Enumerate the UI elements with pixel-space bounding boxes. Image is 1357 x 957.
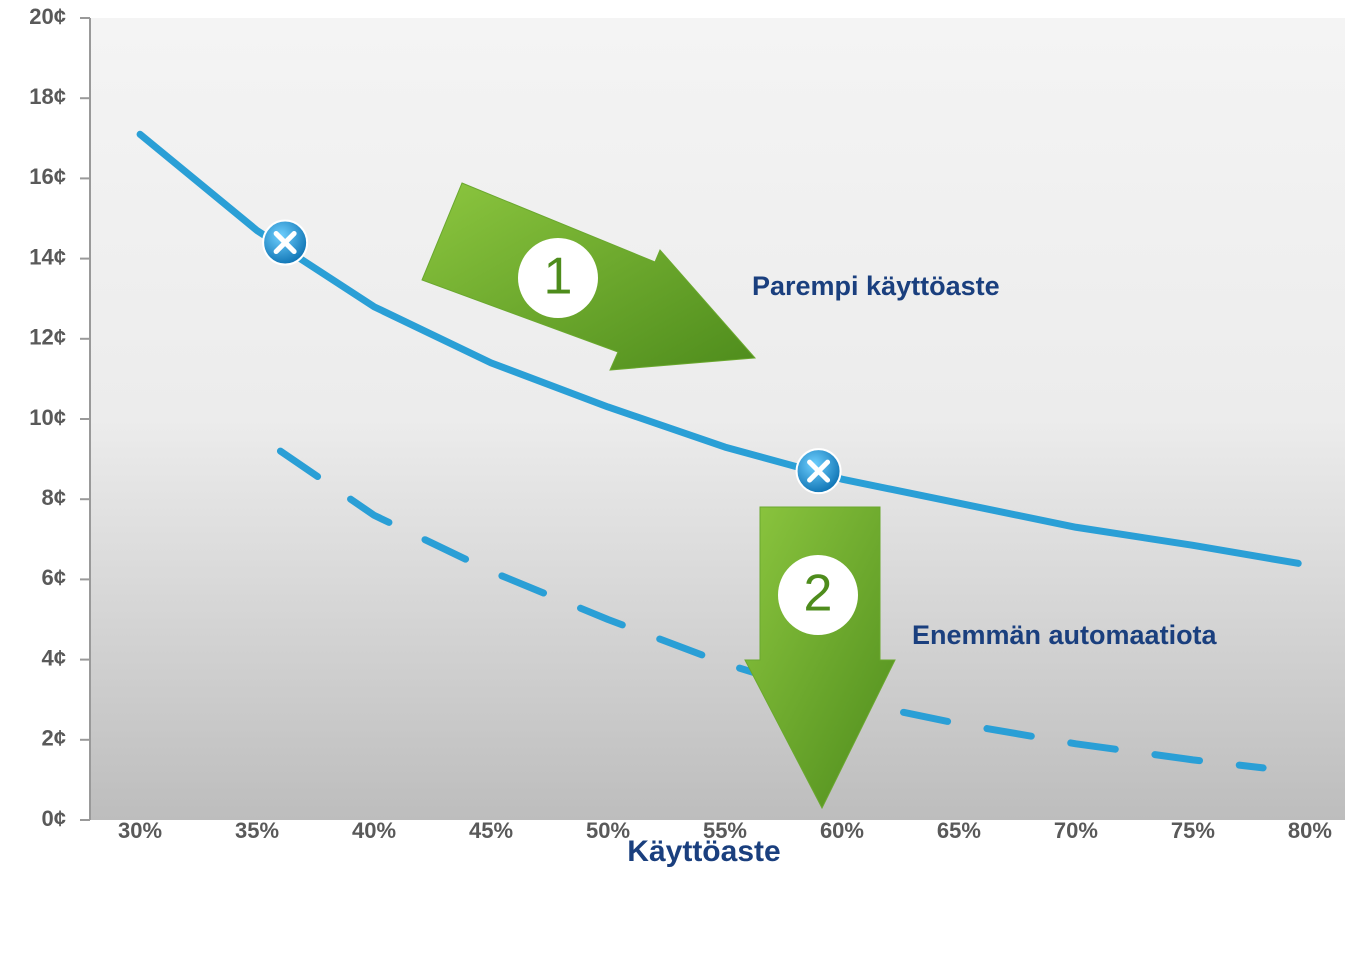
- annotation: Enemmän automaatiota: [912, 620, 1218, 650]
- x-tick-label: 35%: [235, 818, 279, 843]
- page: 0¢ 2¢ 4¢ 6¢ 8¢ 10¢ 12¢ 14¢ 16¢ 18¢ 20¢ 30% 35% 40% 45%…: [0, 0, 1357, 957]
- x-tick-label: 60%: [820, 818, 864, 843]
- annotation: Parempi käyttöaste: [752, 271, 1000, 301]
- x-tick-label: 80%: [1288, 818, 1332, 843]
- badge-1-label: 1: [544, 248, 573, 306]
- y-tick-label: 16¢: [29, 164, 66, 189]
- y-tick-label: 4¢: [42, 645, 66, 670]
- x-axis-title: Käyttöaste: [627, 835, 780, 868]
- y-tick-label: 18¢: [29, 84, 66, 109]
- marker: [797, 449, 841, 493]
- x-tick-label: 70%: [1054, 818, 1098, 843]
- x-tick-label: 45%: [469, 818, 513, 843]
- badge-2-label: 2: [804, 565, 833, 623]
- x-tick-label: 50%: [586, 818, 630, 843]
- y-tick-label: 20¢: [29, 4, 66, 29]
- x-tick-label: 75%: [1171, 818, 1215, 843]
- y-tick-label: 6¢: [42, 565, 66, 590]
- y-tick-label: 2¢: [42, 726, 66, 751]
- y-tick-label: 0¢: [42, 806, 66, 831]
- x-tick-label: 30%: [118, 818, 162, 843]
- y-tick-label: 8¢: [42, 485, 66, 510]
- chart: 0¢ 2¢ 4¢ 6¢ 8¢ 10¢ 12¢ 14¢ 16¢ 18¢ 20¢ 30% 35% 40% 45%…: [0, 0, 1357, 957]
- y-tick-label: 12¢: [29, 325, 66, 350]
- x-tick-label: 40%: [352, 818, 396, 843]
- x-tick-label: 65%: [937, 818, 981, 843]
- y-tick-label: 14¢: [29, 244, 66, 269]
- y-tick-label: 10¢: [29, 405, 66, 430]
- plot-area: [90, 18, 1345, 820]
- marker: [263, 221, 307, 265]
